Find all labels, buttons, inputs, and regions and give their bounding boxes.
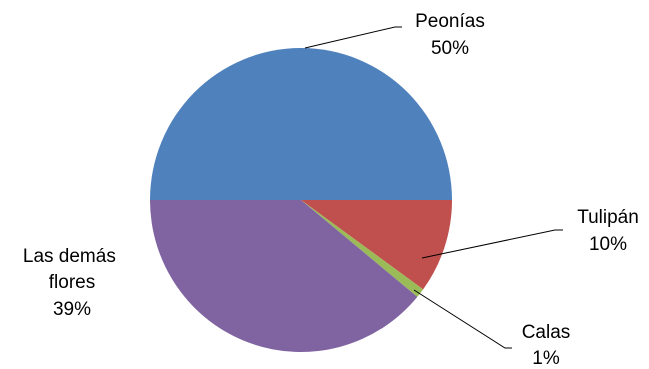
leader-line-calas <box>413 289 512 349</box>
label-las-demas-flores-percent: 39% <box>53 299 91 320</box>
slice-tulipan <box>301 200 452 290</box>
slice-peonias <box>150 48 452 200</box>
pie-slices <box>149 48 452 353</box>
label-las-demas-flores-line-2: flores <box>49 272 95 293</box>
data-labels: Peonías 50% Tulipán 10% Calas 1% Las dem… <box>23 11 639 369</box>
slice-calas <box>301 200 424 297</box>
label-peonias-name: Peonías <box>415 11 485 32</box>
label-las-demas-flores-line-1: Las demás <box>23 246 116 267</box>
leader-line-tulipan <box>421 229 563 259</box>
label-tulipan-name: Tulipán <box>577 207 639 228</box>
leader-line-peonias <box>304 26 402 49</box>
leader-lines <box>304 26 563 349</box>
slice-las-demas-flores <box>149 200 418 353</box>
label-calas-name: Calas <box>522 322 571 343</box>
label-tulipan-percent: 10% <box>589 234 627 255</box>
label-calas-percent: 1% <box>532 348 560 369</box>
label-peonias-percent: 50% <box>431 38 469 59</box>
label-las-demas-flores-name: Las demás flores <box>23 246 121 293</box>
